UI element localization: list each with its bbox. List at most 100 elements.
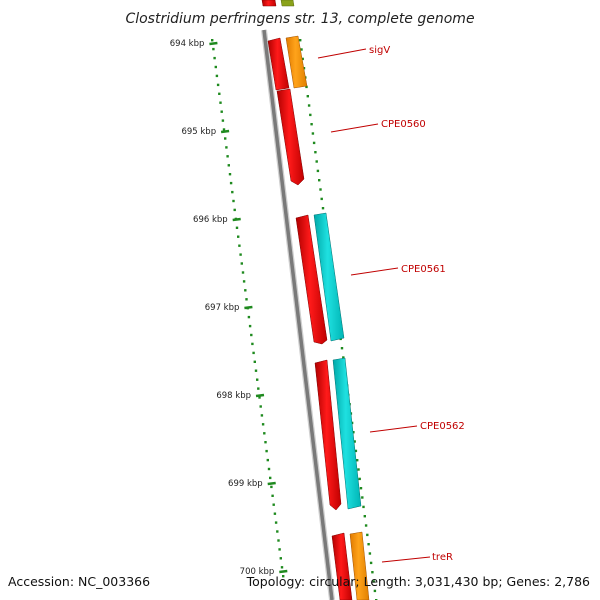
tick-dot [233,208,236,212]
gene-feature-cyan-cpe0562[interactable] [332,357,362,510]
gene-feature-top-olive[interactable] [280,0,295,7]
gene-feature-orange-sigv[interactable] [285,35,308,89]
tick-mark [232,217,241,222]
gene-feature-red-3[interactable] [314,359,342,511]
tick-dot [263,432,266,435]
tick-label: 699 kbp [228,479,263,489]
tick-dot [277,539,280,542]
tick-dot [371,571,374,574]
tick-label: 700 kbp [240,567,275,577]
tick-dot [250,333,253,337]
tick-dot [272,503,275,506]
tick-dot [366,533,369,537]
tick-dot [257,387,260,390]
tick-dot [248,324,252,328]
tick-label: 694 kbp [170,39,205,49]
tick-dot [251,342,254,346]
tick-dot [342,356,345,359]
tick-dot [364,524,368,527]
tick-dot [316,169,320,173]
accession-text: Accession: NC_003366 [8,574,150,589]
gene-label-cpe0562[interactable]: CPE0562 [420,421,465,432]
tick-dot [353,440,356,443]
tick-dot [266,458,269,462]
tick-marks: 694 kbp 695 kbp 696 kbp 697 kbp 698 kbp 699 k… [170,39,288,577]
tick-dot [368,552,372,555]
tick-dot [214,65,217,69]
gene-feature-red-cpe0560[interactable] [276,88,305,186]
tick-dot [319,188,322,191]
tick-dot [278,548,281,551]
tick-mark [267,481,276,486]
tick-dot [300,48,303,51]
tick-mark [209,41,218,46]
tick-dot [256,378,259,381]
tick-dot [299,39,302,42]
gene-label-cpe0560[interactable]: CPE0560 [381,119,426,130]
tick-dot [241,271,245,274]
tick-dot [228,173,232,176]
tick-dot [306,95,309,98]
footer-bar: Accession: NC_003366 Topology: circular;… [8,574,590,589]
gene-feature-red-1[interactable] [267,37,290,91]
tick-dot [244,289,247,292]
tick-dot [279,557,282,560]
tick-dot [227,164,230,167]
tick-dot [318,179,321,182]
tick-mark [279,569,288,574]
tick-dot [264,441,267,444]
tick-dot [321,207,325,210]
tick-dot [276,530,279,533]
gene-feature-top-red[interactable] [261,0,277,7]
tick-dot [261,423,265,426]
tick-label: 697 kbp [205,303,240,313]
tick-dot [240,262,243,265]
tick-dot [222,128,226,131]
tick-dot [216,83,220,87]
tick-dot [224,137,227,140]
tick-dot [356,459,359,462]
tick-dot [239,253,242,256]
tick-dot [252,351,255,355]
gene-feature-red-2[interactable] [295,214,328,345]
tick-dot [242,280,246,283]
tick-dot [361,496,364,499]
tick-mark [255,393,265,398]
tick-label: 698 kbp [216,391,251,401]
tick-dot [260,414,264,417]
tick-dot [358,477,361,481]
tick-dot [373,589,377,593]
tick-dot [307,104,311,107]
gene-features[interactable] [261,0,370,600]
tick-dot [226,155,229,158]
tick-dot [215,74,219,78]
tick-dot [309,113,312,117]
tick-mark [220,129,230,134]
tick-mark [244,305,253,310]
gene-feature-cyan-cpe0561[interactable] [313,212,345,342]
tick-dot-track [211,39,378,600]
tick-dot [229,181,233,185]
tick-dot [357,468,360,471]
tick-dot [238,244,241,247]
tick-dot [280,566,284,569]
gene-feature-red-4[interactable] [331,532,353,600]
gene-label-trer[interactable]: treR [432,552,453,563]
tick-dot [311,132,315,135]
tick-dot [232,199,235,203]
tick-dot [363,515,366,518]
tick-dot [354,449,358,453]
tick-dot [213,56,216,60]
tick-dot [218,92,221,95]
tick-dot [369,561,373,565]
gene-feature-orange-trer[interactable] [349,531,370,600]
tick-dot [237,235,240,238]
tick-dot [245,298,248,301]
tick-dot [211,39,214,42]
gene-label-sigv[interactable]: sigV [369,45,390,56]
gene-label-cpe0561[interactable]: CPE0561 [401,264,446,275]
tick-dot [312,141,316,145]
tick-dot [259,405,262,408]
tick-dot [270,485,273,489]
